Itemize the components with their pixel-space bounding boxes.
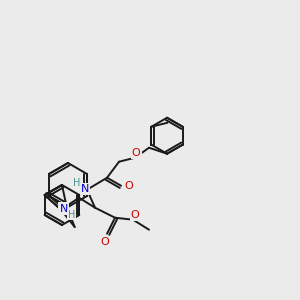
Text: O: O [125,181,134,191]
Text: O: O [132,148,140,158]
Text: O: O [131,210,140,220]
Text: O: O [101,237,110,247]
Text: H: H [68,209,75,220]
Text: N: N [81,184,89,194]
Text: H: H [73,178,81,188]
Text: N: N [59,203,68,214]
